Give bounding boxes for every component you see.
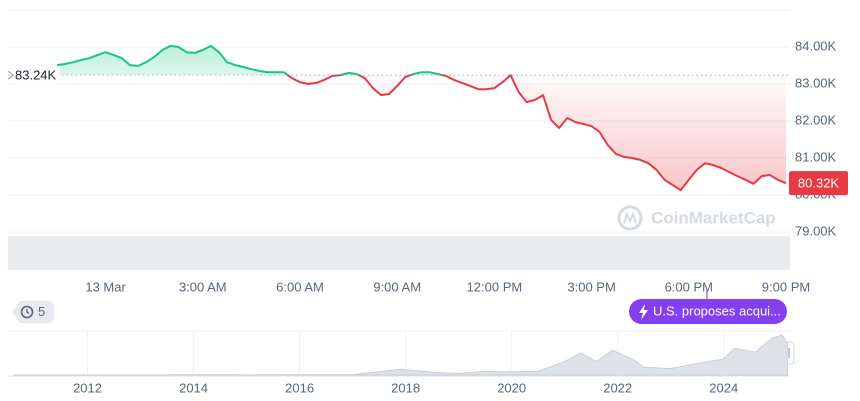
y-tick-label: 82.00K xyxy=(795,112,837,127)
history-badge[interactable]: 5 xyxy=(12,301,54,323)
x-tick-label: 2014 xyxy=(179,380,208,395)
y-tick-label: 83.00K xyxy=(795,75,837,90)
x-tick-label: 2020 xyxy=(497,380,526,395)
news-pill[interactable]: U.S. proposes acqui... xyxy=(629,299,787,324)
y-tick-label: 84.00K xyxy=(795,38,837,53)
x-tick-label: 2016 xyxy=(285,380,314,395)
x-tick-label: 6:00 PM xyxy=(665,279,713,294)
x-tick-label: 2012 xyxy=(73,380,102,395)
x-tick-label: 2018 xyxy=(391,380,420,395)
x-tick-label: 6:00 AM xyxy=(276,279,324,294)
price-line xyxy=(56,44,787,192)
x-tick-label: 2022 xyxy=(603,380,632,395)
news-text: U.S. proposes acqui... xyxy=(653,303,781,318)
x-tick-label: 13 Mar xyxy=(85,279,126,294)
reference-label-bg xyxy=(14,66,60,85)
history-count: 5 xyxy=(38,304,45,319)
volume-band xyxy=(8,236,790,270)
area-fill xyxy=(57,45,786,191)
reference-arrow xyxy=(7,70,14,80)
x-tick-label: 3:00 PM xyxy=(567,279,615,294)
y-tick-label: 81.00K xyxy=(795,149,837,164)
last-price-badge xyxy=(789,171,848,196)
navigator-area xyxy=(13,334,788,376)
x-tick-label: 9:00 AM xyxy=(373,279,421,294)
y-tick-label: 79.00K xyxy=(795,223,837,238)
reference-label: 83.24K xyxy=(15,68,57,83)
x-tick-label: 12:00 PM xyxy=(467,279,523,294)
watermark: CoinMarketCap xyxy=(617,205,776,231)
last-price-label: 80.32K xyxy=(798,176,840,191)
x-tick-label: 2024 xyxy=(709,380,738,395)
x-tick-label: 9:00 PM xyxy=(762,279,810,294)
watermark-text: CoinMarketCap xyxy=(651,208,776,227)
x-tick-label: 3:00 AM xyxy=(179,279,227,294)
